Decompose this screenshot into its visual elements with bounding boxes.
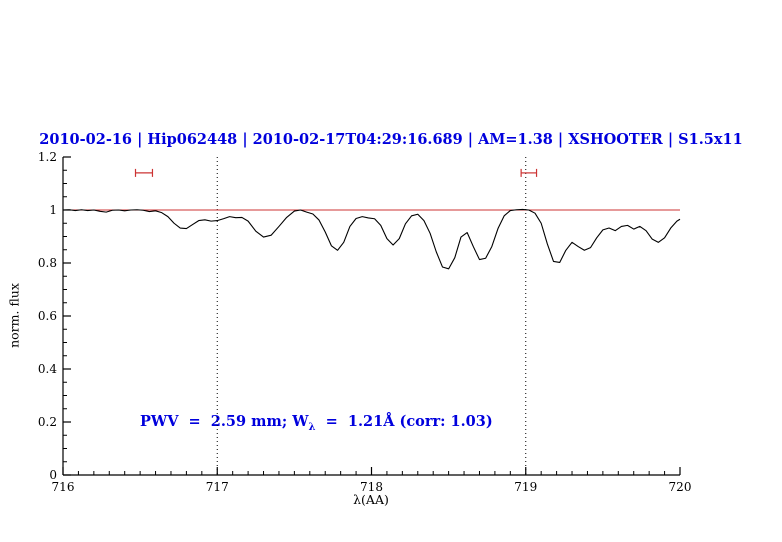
spectrum-line: [62, 208, 681, 270]
plot-title: 2010-02-16 | Hip062448 | 2010-02-17T04:2…: [39, 131, 743, 148]
pwv-annotation: PWV = 2.59 mm; Wλ = 1.21Å (corr: 1.03): [140, 413, 493, 433]
y-tick-label: 0.2: [38, 415, 57, 429]
y-tick-label: 1.2: [38, 150, 57, 164]
y-tick-label: 0.4: [38, 362, 57, 376]
x-tick-label: 718: [360, 480, 383, 494]
x-tick-label: 716: [52, 480, 75, 494]
y-tick-label: 0: [49, 468, 57, 482]
x-tick-label: 717: [206, 480, 229, 494]
x-tick-label: 719: [514, 480, 537, 494]
pwv-annotation-prefix: PWV = 2.59 mm; W: [140, 413, 309, 430]
x-tick-label: 720: [669, 480, 692, 494]
y-tick-label: 0.8: [38, 256, 57, 270]
pwv-annotation-subscript: λ: [308, 421, 316, 433]
pwv-annotation-suffix: = 1.21Å (corr: 1.03): [315, 413, 493, 430]
y-tick-label: 1: [49, 203, 57, 217]
x-axis-label: λ(AA): [353, 492, 389, 507]
y-tick-label: 0.6: [38, 309, 57, 323]
